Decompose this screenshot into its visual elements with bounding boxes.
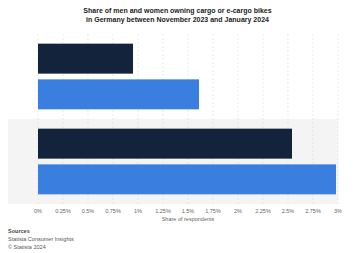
- credit: © Statista 2024: [8, 244, 46, 250]
- tick-label: 1.75%: [205, 208, 221, 214]
- bars: [38, 44, 336, 195]
- tick-label: 1.5%: [182, 208, 195, 214]
- title-line: in Germany between November 2023 and Jan…: [86, 16, 269, 24]
- tick-label: 3%: [334, 208, 342, 214]
- chart: Share of men and women owning cargo or e…: [0, 0, 355, 253]
- title-line: Share of men and women owning cargo or e…: [83, 7, 271, 15]
- tick-label: 0%: [34, 208, 42, 214]
- tick-label: 0.75%: [105, 208, 121, 214]
- source-heading: Sources: [8, 228, 30, 234]
- bar: [38, 164, 336, 194]
- bar: [38, 129, 292, 159]
- tick-label: 2%: [234, 208, 242, 214]
- tick-label: 0.25%: [55, 208, 71, 214]
- axis-label: Share of respondents: [162, 216, 215, 222]
- grid-line: [338, 34, 339, 204]
- tick-label: 0.5%: [82, 208, 95, 214]
- source: Statista Consumer Insights: [8, 236, 74, 242]
- tick-label: 1.25%: [155, 208, 171, 214]
- tick-label: 2.75%: [305, 208, 321, 214]
- title: Share of men and women owning cargo or e…: [83, 7, 271, 24]
- tick-label: 1%: [134, 208, 142, 214]
- tick-label: 2.5%: [282, 208, 295, 214]
- tick-label: 2.25%: [255, 208, 271, 214]
- bar: [38, 79, 199, 109]
- band: [8, 119, 338, 204]
- bar: [38, 44, 133, 74]
